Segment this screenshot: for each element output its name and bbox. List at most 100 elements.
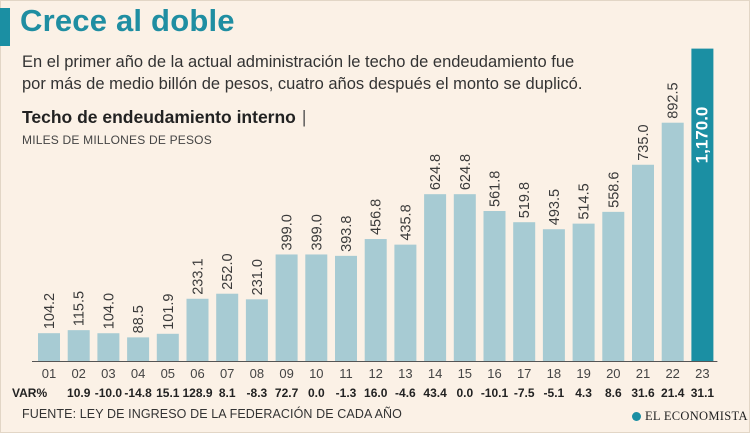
- category-label: 16: [487, 366, 501, 381]
- value-label: 233.1: [191, 258, 207, 294]
- category-label: 21: [636, 366, 650, 381]
- var-label: VAR%: [12, 386, 48, 400]
- bar: [245, 299, 268, 361]
- category-label: 18: [547, 366, 561, 381]
- bar: [216, 293, 239, 361]
- var-value: 10.9: [67, 386, 91, 400]
- category-label: 04: [131, 366, 145, 381]
- bar: [453, 194, 476, 361]
- bar: [572, 223, 595, 361]
- value-label: 252.0: [220, 253, 236, 289]
- category-label: 15: [458, 366, 472, 381]
- var-value: 8.1: [219, 386, 236, 400]
- chart-title: Techo de endeudamiento interno |: [22, 107, 306, 128]
- bar: [127, 337, 150, 361]
- var-value: 8.6: [605, 386, 622, 400]
- page-title: Crece al doble: [20, 3, 235, 38]
- var-value: -14.8: [124, 386, 152, 400]
- var-value: 0.0: [456, 386, 473, 400]
- value-label: 393.8: [339, 216, 355, 252]
- category-label: 19: [576, 366, 590, 381]
- value-label: 558.6: [606, 172, 622, 208]
- bar: [335, 255, 357, 361]
- value-label: 561.8: [488, 171, 504, 207]
- bar: [364, 239, 387, 361]
- var-value: 31.1: [691, 386, 715, 400]
- value-label: 231.0: [250, 259, 266, 295]
- var-value: 21.4: [661, 386, 685, 400]
- category-label: 11: [339, 366, 353, 381]
- title-separator: |: [301, 107, 307, 127]
- value-label: 519.8: [517, 182, 533, 218]
- brand-logo: EL ECONOMISTA: [632, 409, 748, 424]
- page-subtitle: En el primer año de la actual administra…: [22, 53, 583, 93]
- bar: [513, 222, 536, 361]
- category-label: 02: [71, 366, 85, 381]
- bar: [602, 211, 625, 361]
- bar: [186, 298, 209, 361]
- brand-dot-icon: [632, 412, 641, 421]
- bar: [67, 330, 90, 361]
- var-value: 31.6: [631, 386, 655, 400]
- category-label: 08: [250, 366, 264, 381]
- var-value: 128.9: [182, 386, 212, 400]
- var-value: -7.5: [514, 386, 535, 400]
- bar: [542, 229, 565, 361]
- chart-title-text: Techo de endeudamiento interno: [22, 107, 296, 127]
- value-label: 435.8: [398, 204, 414, 240]
- value-label: 104.2: [42, 293, 58, 329]
- var-value: -1.3: [336, 386, 357, 400]
- var-value: -10.0: [95, 386, 123, 400]
- value-label: 735.0: [636, 124, 652, 160]
- bar: [275, 254, 298, 361]
- bar: [305, 254, 328, 361]
- var-value: 72.7: [275, 386, 299, 400]
- bar: [661, 122, 684, 361]
- var-value: -5.1: [544, 386, 565, 400]
- brand-name: EL ECONOMISTA: [645, 409, 748, 423]
- bar: [394, 244, 417, 361]
- var-value: -8.3: [247, 386, 268, 400]
- value-label: 456.8: [369, 199, 385, 235]
- category-label: 05: [161, 366, 175, 381]
- value-label: 104.0: [101, 293, 117, 329]
- value-label: 1,170.0: [692, 107, 711, 164]
- category-label: 09: [279, 366, 293, 381]
- category-label: 17: [517, 366, 531, 381]
- value-label: 399.0: [280, 214, 296, 250]
- var-value: 4.3: [575, 386, 592, 400]
- category-label: 14: [428, 366, 442, 381]
- category-label: 13: [398, 366, 412, 381]
- value-label: 399.0: [309, 214, 325, 250]
- value-label: 493.5: [547, 189, 563, 225]
- var-value: 0.0: [308, 386, 325, 400]
- category-label: 23: [695, 366, 709, 381]
- value-label: 624.8: [428, 154, 444, 190]
- bar: [156, 333, 179, 361]
- bar: [691, 48, 714, 362]
- bar: [483, 210, 506, 361]
- value-label: 101.9: [161, 293, 177, 329]
- value-label: 892.5: [666, 82, 682, 118]
- value-label: 88.5: [131, 305, 147, 333]
- bar: [97, 333, 120, 361]
- var-value: 16.0: [364, 386, 388, 400]
- value-label: 514.5: [577, 183, 593, 219]
- source-note: FUENTE: LEY DE INGRESO DE LA FEDERACIÓN …: [22, 407, 402, 421]
- category-label: 20: [606, 366, 620, 381]
- bar: [632, 164, 654, 361]
- value-label: 624.8: [458, 154, 474, 190]
- category-label: 01: [42, 366, 56, 381]
- category-label: 12: [368, 366, 382, 381]
- category-label: 07: [220, 366, 234, 381]
- chart-unit: MILES DE MILLONES DE PESOS: [22, 133, 212, 147]
- var-value: -10.1: [481, 386, 509, 400]
- value-label: 115.5: [72, 291, 88, 326]
- var-value: 43.4: [423, 386, 447, 400]
- category-label: 22: [665, 366, 679, 381]
- bar: [424, 194, 447, 361]
- category-label: 03: [101, 366, 115, 381]
- title-accent-bar: [0, 8, 10, 46]
- var-value: 15.1: [156, 386, 180, 400]
- var-value: -4.6: [395, 386, 416, 400]
